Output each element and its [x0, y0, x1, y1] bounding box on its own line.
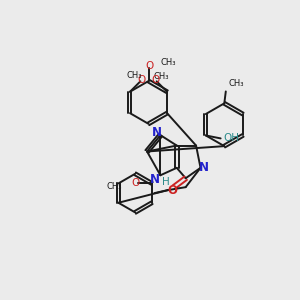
Text: O: O [151, 75, 159, 85]
Text: CH₃: CH₃ [160, 58, 176, 67]
Text: O: O [146, 61, 154, 71]
Text: CH₃: CH₃ [154, 72, 169, 81]
Text: O: O [138, 75, 146, 85]
Text: O: O [167, 184, 177, 196]
Text: N: N [199, 161, 209, 174]
Text: CH₃: CH₃ [106, 182, 122, 191]
Text: OH: OH [224, 134, 240, 143]
Text: N: N [152, 126, 162, 139]
Text: CH₃: CH₃ [126, 71, 142, 80]
Text: CH₃: CH₃ [229, 80, 244, 88]
Text: O: O [131, 178, 140, 188]
Text: H: H [162, 177, 169, 187]
Text: N: N [149, 173, 160, 186]
